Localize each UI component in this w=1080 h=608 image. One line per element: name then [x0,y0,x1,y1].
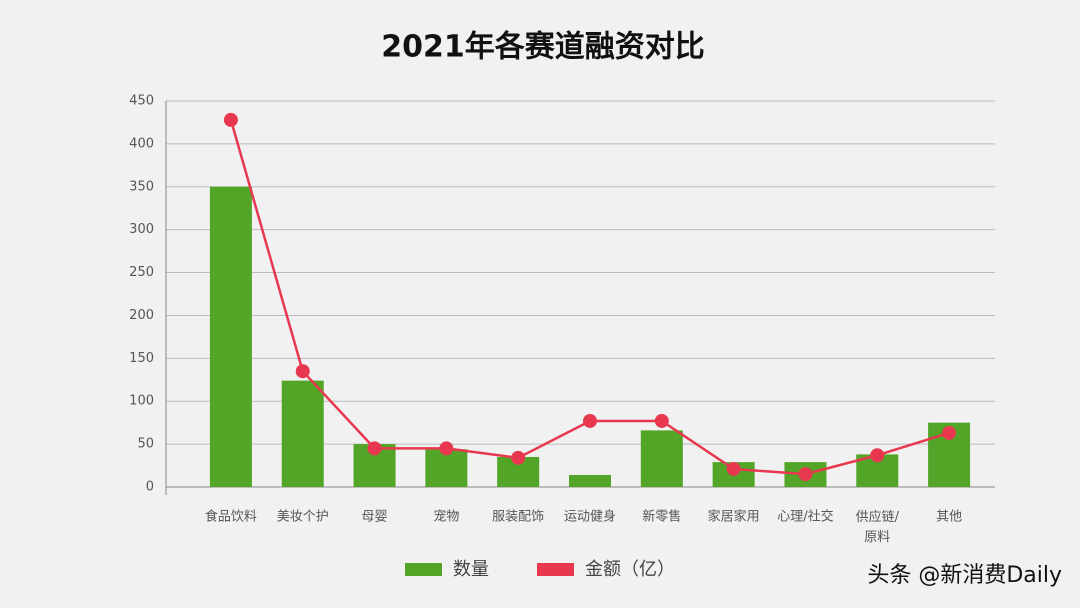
y-tick-label: 0 [146,480,154,495]
chart-title: 2021年各赛道融资对比 [381,30,705,65]
y-tick-label: 100 [129,394,154,409]
bar [425,449,468,487]
legend-swatch [405,563,442,576]
line-point [798,467,813,482]
line-point [583,413,597,428]
x-tick-label: 其他 [936,510,962,525]
y-tick-label: 450 [129,94,154,109]
x-tick-label: 新零售 [642,509,681,525]
legend-swatch [537,563,574,576]
x-tick-label: 服装配饰 [492,510,544,525]
x-tick-label: 家居家用 [708,509,760,525]
x-tick-label: 母婴 [362,510,388,525]
line-point [367,441,382,456]
watermark: 头条 @新消费Daily [867,563,1062,588]
x-tick-label: 供应链/原料 [856,509,900,545]
y-tick-label: 400 [129,136,154,151]
line-point [942,425,957,440]
x-tick-label: 运动健身 [564,509,616,525]
y-tick-label: 200 [129,308,154,323]
line-point [870,448,885,463]
line-point [223,112,238,127]
legend-label: 金额（亿） [585,559,675,580]
line-point [654,413,669,428]
x-tick-label: 宠物 [433,509,459,525]
y-tick-label: 50 [137,437,154,452]
bar [640,430,683,487]
x-tick-label: 美妆个护 [277,510,329,525]
legend-label: 数量 [453,559,489,580]
line-point [295,364,310,379]
y-tick-label: 150 [129,351,154,366]
line-point [511,450,526,465]
y-tick-label: 300 [129,222,154,237]
bar [209,186,252,487]
line-point [439,441,454,456]
x-tick-label: 食品饮料 [205,509,257,525]
x-tick-label: 心理/社交 [777,509,833,525]
bar [569,474,611,487]
y-tick-label: 350 [129,179,154,194]
bar [281,380,324,487]
y-tick-label: 250 [129,265,154,280]
line-point [726,461,741,476]
